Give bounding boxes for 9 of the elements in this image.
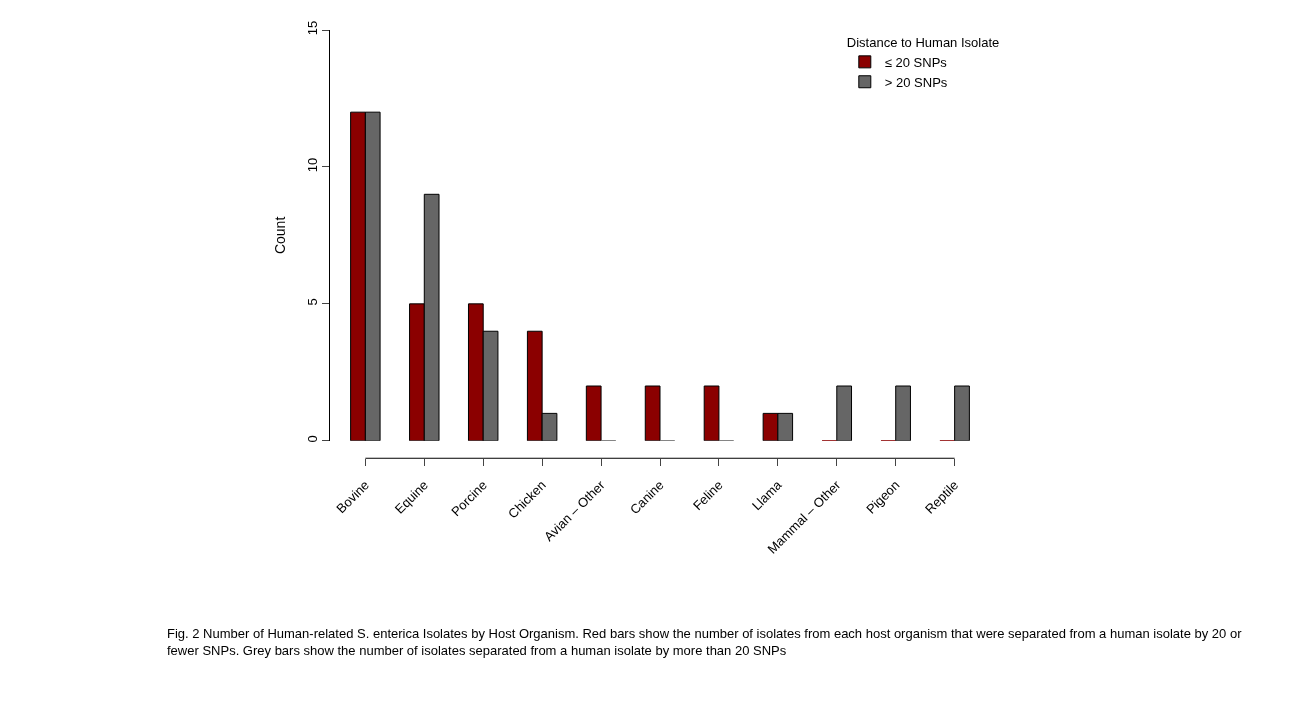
legend-label: > 20 SNPs [884, 74, 948, 90]
caption: Fig. 2 Number of Human-related S. enterica Isolates by Host Organism. Red bars show the number of isolates from each host organism that were separated from a human isolate by 20 or fewer SNPs. Grey bars show the number of isolates separated from a human isolate by more than 20 SNPs [167, 626, 1243, 658]
legend-title: Distance to Human Isolate [846, 34, 1000, 50]
y-tick-label: 15 [304, 20, 320, 36]
legend-label: ≤ 20 SNPs [884, 54, 948, 70]
y-tick-label: 5 [304, 298, 320, 306]
y-tick-label: 10 [304, 157, 320, 173]
y-tick-label: 0 [304, 435, 320, 443]
y-axis-title: Count [272, 216, 289, 255]
